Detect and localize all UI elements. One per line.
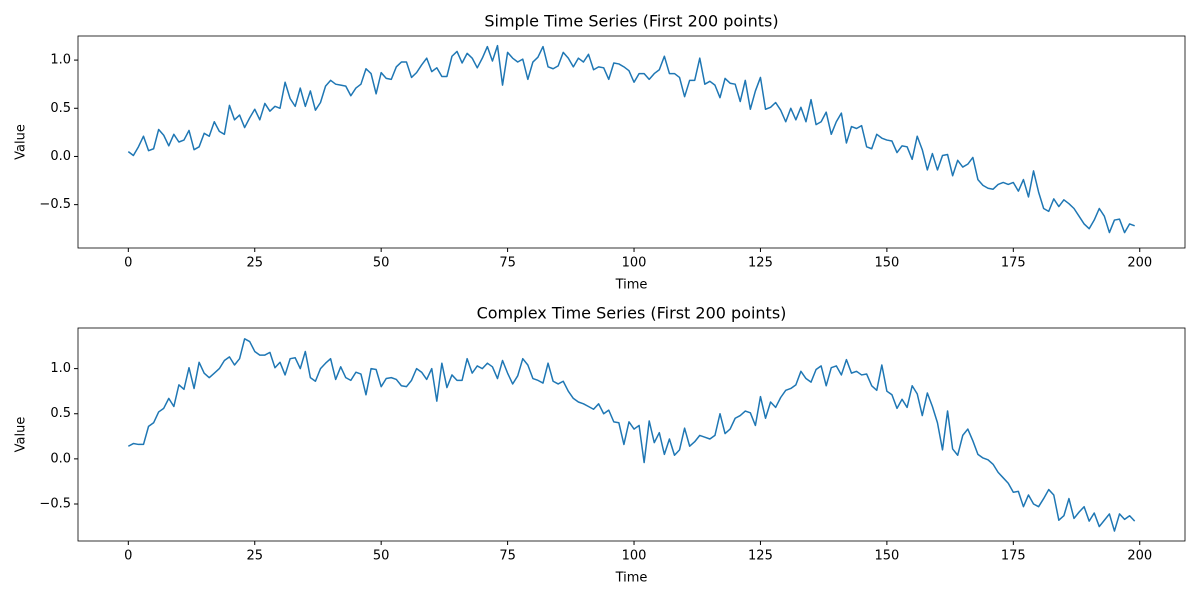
x-tick-label: 100 <box>622 549 647 564</box>
axes-frame <box>77 327 1186 542</box>
x-tick-label: 100 <box>622 256 647 271</box>
x-tick-label: 175 <box>1001 549 1026 564</box>
x-axis-label: Time <box>615 571 648 586</box>
y-tick-label: 1.0 <box>50 361 71 376</box>
x-tick-label: 25 <box>246 549 263 564</box>
y-axis-label: Value <box>14 124 29 160</box>
x-tick-label: 0 <box>124 256 132 271</box>
x-tick-label: 125 <box>748 256 773 271</box>
y-tick-label: −0.5 <box>39 197 71 212</box>
x-tick-label: 150 <box>874 256 899 271</box>
x-tick-label: 125 <box>748 549 773 564</box>
y-tick-label: 1.0 <box>50 53 71 68</box>
axes-frame <box>77 35 1186 249</box>
chart-title: Simple Time Series (First 200 points) <box>484 12 778 31</box>
x-tick-label: 50 <box>373 256 390 271</box>
x-tick-label: 175 <box>1001 256 1026 271</box>
y-tick-label: −0.5 <box>39 496 71 511</box>
y-tick-label: 0.5 <box>50 406 71 421</box>
line <box>127 44 1135 234</box>
line <box>127 338 1136 532</box>
x-tick-label: 200 <box>1127 549 1152 564</box>
y-tick-label: 0.5 <box>50 101 71 116</box>
y-tick-label: 0.0 <box>50 149 71 164</box>
x-tick-label: 50 <box>373 549 390 564</box>
x-tick-label: 25 <box>246 256 263 271</box>
x-tick-label: 0 <box>124 549 132 564</box>
y-tick-label: 0.0 <box>50 451 71 466</box>
chart-title: Complex Time Series (First 200 points) <box>477 304 787 323</box>
y-axis-label: Value <box>14 417 29 453</box>
x-tick-label: 75 <box>499 256 516 271</box>
x-tick-label: 150 <box>874 549 899 564</box>
x-tick-label: 200 <box>1127 256 1152 271</box>
x-tick-label: 75 <box>499 549 516 564</box>
x-axis-label: Time <box>615 278 648 293</box>
